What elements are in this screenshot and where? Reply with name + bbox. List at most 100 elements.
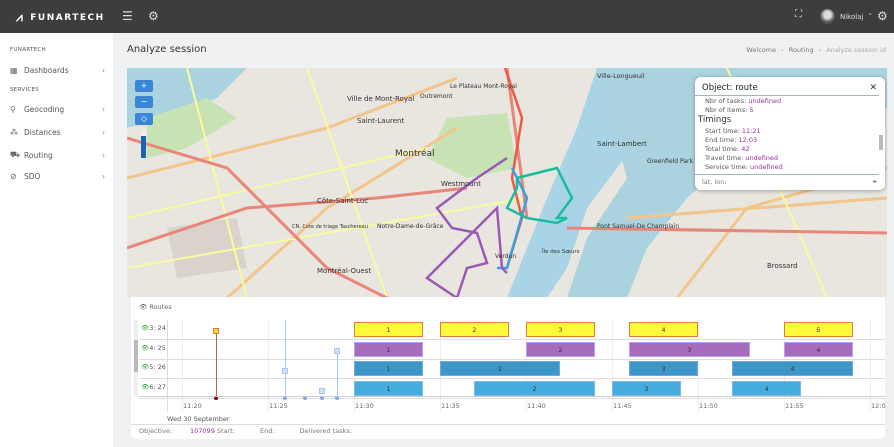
map-label: Greenfield Park — [647, 158, 694, 165]
eye-icon[interactable]: 👁 — [141, 343, 150, 352]
compass-icon: ⊘ — [10, 172, 17, 181]
map-label: Pont Samuel-De Champlain — [597, 223, 679, 230]
route-row-label[interactable]: 👁6: 27 — [141, 383, 166, 391]
event-marker-line — [336, 350, 338, 397]
locate-button[interactable]: ◇ — [135, 113, 153, 125]
start-marker[interactable] — [213, 328, 220, 334]
route-row-label[interactable]: 👁4: 25 — [141, 344, 166, 352]
field-value: undefined — [748, 97, 782, 105]
eye-icon[interactable]: 👁 — [141, 324, 150, 332]
sidebar-item-sdo[interactable]: ⊘ SDO › — [10, 172, 105, 181]
task-bar[interactable]: 2 — [474, 380, 595, 396]
map-label: Saint-Laurent — [357, 117, 404, 125]
map-label: Montréal-Ouest — [317, 267, 371, 275]
settings-gear-icon[interactable]: ⚙ — [877, 9, 888, 23]
sidebar-item-routing[interactable]: ⛟ Routing › — [10, 150, 105, 160]
objective-label: Objective: — [139, 427, 173, 435]
latlon-input[interactable]: lat, lon: — [702, 178, 727, 186]
popup-body: Nbr of tasks: undefined Nbr of items: 5 … — [695, 95, 879, 175]
task-bar[interactable]: 2 — [440, 322, 509, 337]
chevron-right-icon: › — [102, 128, 105, 137]
start-label: Start: — [216, 427, 235, 435]
event-dot — [283, 396, 288, 400]
task-bar[interactable]: 5 — [784, 322, 853, 337]
route-row-label[interactable]: 👁5: 26 — [141, 363, 166, 371]
event-marker[interactable] — [318, 388, 325, 394]
task-bar[interactable]: 3 — [629, 361, 698, 376]
close-icon[interactable]: ✕ — [869, 83, 877, 93]
map-label: Outremont — [420, 93, 453, 100]
field-label: Total time: — [705, 145, 740, 153]
field-value: 11:21 — [741, 127, 761, 135]
breadcrumb: Welcome › Routing › Analyze session id — [746, 46, 886, 54]
grid-line — [698, 320, 699, 412]
route-row-label[interactable]: 👁3: 24 — [141, 324, 166, 332]
event-dot — [303, 396, 308, 400]
tick-label: 11:20 — [183, 402, 202, 410]
tick-label: 11:40 — [527, 402, 546, 410]
sidebar-item-dashboards[interactable]: ▦ Dashboards › — [10, 66, 105, 75]
chevron-right-icon: › — [102, 172, 105, 181]
sidebar-item-geocoding[interactable]: ⚲ Geocoding › — [10, 105, 105, 114]
field-label: Start time: — [705, 127, 740, 135]
start-dot — [214, 396, 219, 400]
task-bar[interactable]: 2 — [526, 341, 595, 357]
zoom-slider[interactable] — [141, 130, 146, 158]
task-bar[interactable]: 3 — [629, 341, 750, 357]
field-value: 5 — [749, 106, 754, 114]
grid-icon: ▦ — [10, 66, 18, 75]
route-label-text: 3: 24 — [149, 324, 166, 332]
user-menu[interactable]: Nikolaj ˅ — [820, 9, 872, 24]
tick-label: 11:25 — [269, 402, 288, 410]
map-label: Montréal — [395, 148, 435, 159]
event-marker[interactable] — [282, 368, 289, 374]
route-label-text: 6: 27 — [149, 382, 166, 391]
eye-icon[interactable]: 👁 — [141, 363, 150, 371]
map-label: Ville de Mont-Royal — [347, 95, 414, 103]
map-label: Côte-Saint-Luc — [317, 197, 368, 205]
eye-icon[interactable]: 👁 — [141, 382, 150, 391]
end-label: End: — [260, 427, 275, 435]
field-label: Nbr of tasks: — [705, 97, 747, 105]
map-label: CN, Cote de triage Taschereau — [292, 224, 368, 230]
timeline-panel: 👁 Routes 11:20 11:25 11:30 11:35 11:40 11:45 1… — [131, 297, 886, 439]
task-bar[interactable]: 4 — [732, 361, 853, 376]
scrollbar[interactable] — [879, 135, 883, 150]
event-marker[interactable] — [333, 348, 340, 354]
map-label: Ville-Longueuil — [597, 72, 645, 80]
task-bar[interactable]: 3 — [526, 322, 595, 337]
task-bar[interactable]: 4 — [784, 341, 853, 357]
breadcrumb-routing[interactable]: Routing — [788, 46, 814, 54]
task-bar[interactable]: 4 — [732, 380, 802, 396]
sidebar-item-distances[interactable]: ⁂ Distances › — [10, 128, 105, 137]
gear-icon[interactable]: ⚙ — [148, 9, 159, 23]
crosshair-icon[interactable]: ⌖ — [872, 177, 877, 186]
distance-icon: ⁂ — [10, 128, 18, 137]
task-bar[interactable]: 2 — [440, 361, 561, 376]
tick-label: 11:55 — [785, 402, 804, 410]
avatar — [820, 9, 835, 24]
task-bar[interactable]: 1 — [354, 322, 423, 337]
timeline-scrollbar[interactable] — [134, 320, 138, 396]
task-bar[interactable]: 1 — [354, 341, 423, 357]
task-bar[interactable]: 1 — [354, 361, 423, 376]
breadcrumb-welcome[interactable]: Welcome — [746, 46, 777, 54]
eye-icon[interactable]: 👁 — [139, 303, 148, 311]
task-bar[interactable]: 4 — [629, 322, 698, 337]
map-label: Saint-Lambert — [597, 140, 647, 148]
river — [567, 68, 887, 298]
sidebar-item-label: Geocoding — [24, 105, 65, 114]
logo[interactable]: ⩘ FUNARTECH — [16, 10, 105, 25]
task-bar[interactable]: 1 — [354, 380, 423, 396]
tick-label: 11:35 — [441, 402, 460, 410]
sidebar-item-label: SDO — [24, 172, 41, 181]
sidebar-item-label: Distances — [24, 128, 61, 137]
task-bar[interactable]: 3 — [612, 380, 681, 396]
top-bar: ⩘ FUNARTECH ☰ ⚙ ⛶ Nikolaj ˅ ⚙ — [0, 0, 894, 33]
zoom-in-button[interactable]: + — [135, 80, 153, 92]
tick-label: 11:30 — [355, 402, 374, 410]
chevron-right-icon: › — [102, 66, 105, 75]
hamburger-icon[interactable]: ☰ — [122, 9, 133, 23]
zoom-out-button[interactable]: − — [135, 96, 153, 108]
expand-icon[interactable]: ⛶ — [795, 9, 802, 20]
